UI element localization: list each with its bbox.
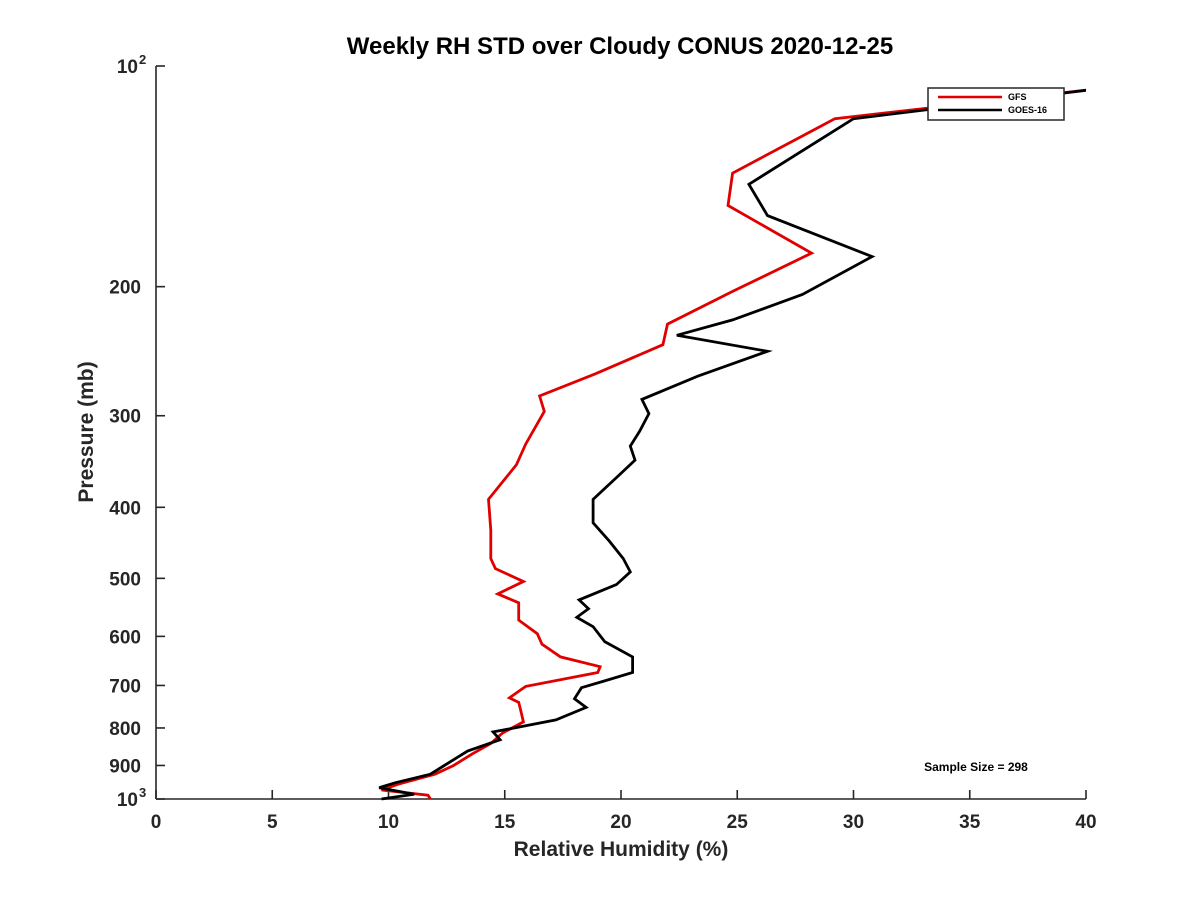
- y-tick-label: 400: [109, 498, 141, 519]
- y-axis-label: Pressure (mb): [75, 361, 98, 502]
- sample-size-annotation: Sample Size = 298: [924, 760, 1028, 774]
- x-axis-label: Relative Humidity (%): [514, 838, 729, 861]
- x-tick-label: 25: [727, 812, 749, 833]
- x-tick-label: 15: [494, 812, 516, 833]
- legend-label-goes16: GOES-16: [1008, 105, 1047, 115]
- x-tick-label: 30: [843, 812, 864, 833]
- y-tick-label-exponent: 2: [139, 52, 146, 67]
- y-tick-label: 800: [109, 719, 141, 740]
- legend-box: [927, 87, 1065, 121]
- x-tick-label: 10: [378, 812, 399, 833]
- y-tick-label-exponent: 3: [139, 785, 146, 800]
- chart-title: Weekly RH STD over Cloudy CONUS 2020-12-…: [347, 33, 893, 60]
- y-tick-label: 500: [109, 569, 141, 590]
- legend-label-gfs: GFS: [1008, 92, 1027, 102]
- plot-area: [156, 66, 1086, 799]
- x-tick-label: 40: [1075, 812, 1096, 833]
- y-tick-label: 700: [109, 676, 141, 697]
- x-tick-label: 5: [267, 812, 278, 833]
- series-line-gfs: [381, 88, 1086, 800]
- x-tick-label: 0: [151, 812, 162, 833]
- y-tick-label: 600: [109, 627, 141, 648]
- x-tick-label: 20: [610, 812, 631, 833]
- y-tick-label: 10: [117, 57, 138, 78]
- y-tick-label: 200: [109, 278, 141, 299]
- y-tick-label: 10: [117, 790, 138, 811]
- y-tick-label: 900: [109, 756, 141, 777]
- y-tick-label: 300: [109, 407, 141, 428]
- series-layer: [378, 88, 1086, 801]
- x-tick-label: 35: [959, 812, 981, 833]
- legend: GFS GOES-16: [927, 87, 1065, 121]
- series-line-goes16: [378, 88, 1086, 801]
